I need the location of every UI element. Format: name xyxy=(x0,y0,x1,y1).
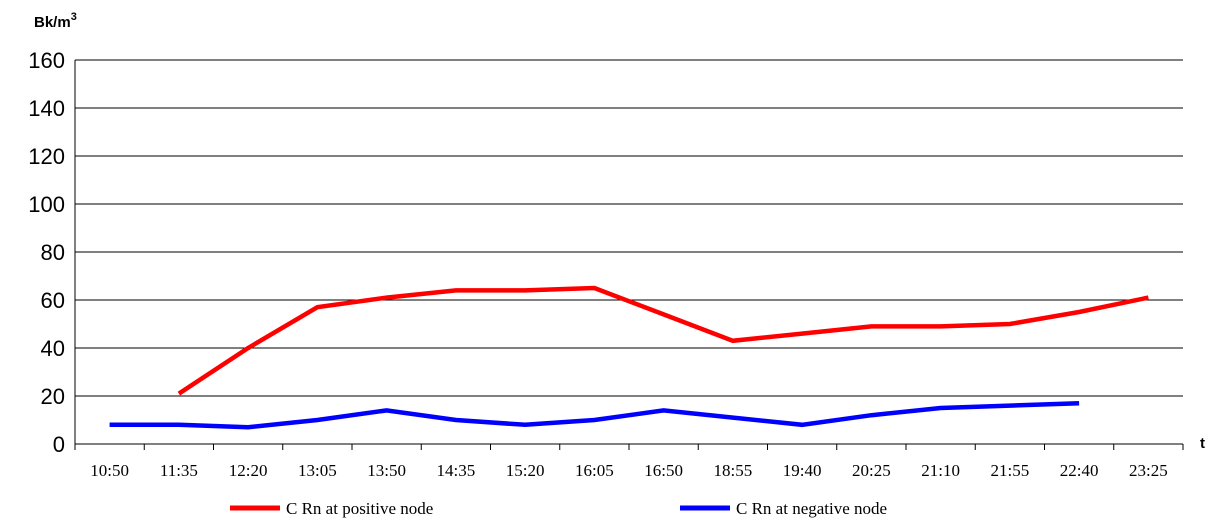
gridlines xyxy=(75,59,1183,397)
x-tick-label-11: 20:25 xyxy=(852,461,891,480)
x-tick-label-8: 16:50 xyxy=(644,461,683,480)
x-tick-label-7: 16:05 xyxy=(575,461,614,480)
x-tick-label-3: 13:05 xyxy=(298,461,337,480)
y-axis-label: Bk/m3 xyxy=(34,11,77,31)
x-axis-label: t xyxy=(1200,435,1205,452)
x-tick-label-13: 21:55 xyxy=(991,461,1030,480)
x-tick-label-1: 11:35 xyxy=(160,461,198,480)
y-tick-label-100: 100 xyxy=(28,192,65,217)
y-tick-label-40: 40 xyxy=(41,336,65,361)
x-tick-label-6: 15:20 xyxy=(506,461,545,480)
legend-label-1: C Rn at negative node xyxy=(736,499,887,518)
y-tick-labels: 0 20 40 60 80 100 120 140 160 xyxy=(28,48,65,457)
x-tick-label-9: 18:55 xyxy=(714,461,753,480)
y-tick-label-140: 140 xyxy=(28,96,65,121)
y-tick-label-60: 60 xyxy=(41,288,65,313)
series-lines xyxy=(109,285,1149,430)
y-tick-label-0: 0 xyxy=(53,432,65,457)
x-tick-label-2: 12:20 xyxy=(229,461,268,480)
x-tick-label-0: 10:50 xyxy=(90,461,129,480)
x-tick-label-12: 21:10 xyxy=(921,461,960,480)
legend: C Rn at positive node C Rn at negative no… xyxy=(230,499,887,518)
y-tick-label-20: 20 xyxy=(41,384,65,409)
y-tick-label-160: 160 xyxy=(28,48,65,73)
y-tick-label-80: 80 xyxy=(41,240,65,265)
x-ticks xyxy=(74,444,1184,450)
x-tick-label-4: 13:50 xyxy=(367,461,406,480)
x-tick-labels: 10:50 11:35 12:20 13:05 13:50 14:35 15:20 16:05… xyxy=(90,461,1167,480)
x-tick-label-15: 23:25 xyxy=(1129,461,1168,480)
series-line-1 xyxy=(109,400,1080,430)
legend-label-0: C Rn at positive node xyxy=(286,499,433,518)
y-tick-label-120: 120 xyxy=(28,144,65,169)
x-tick-label-5: 14:35 xyxy=(437,461,476,480)
x-tick-label-14: 22:40 xyxy=(1060,461,1099,480)
x-tick-label-10: 19:40 xyxy=(783,461,822,480)
series-line-0 xyxy=(177,285,1149,396)
